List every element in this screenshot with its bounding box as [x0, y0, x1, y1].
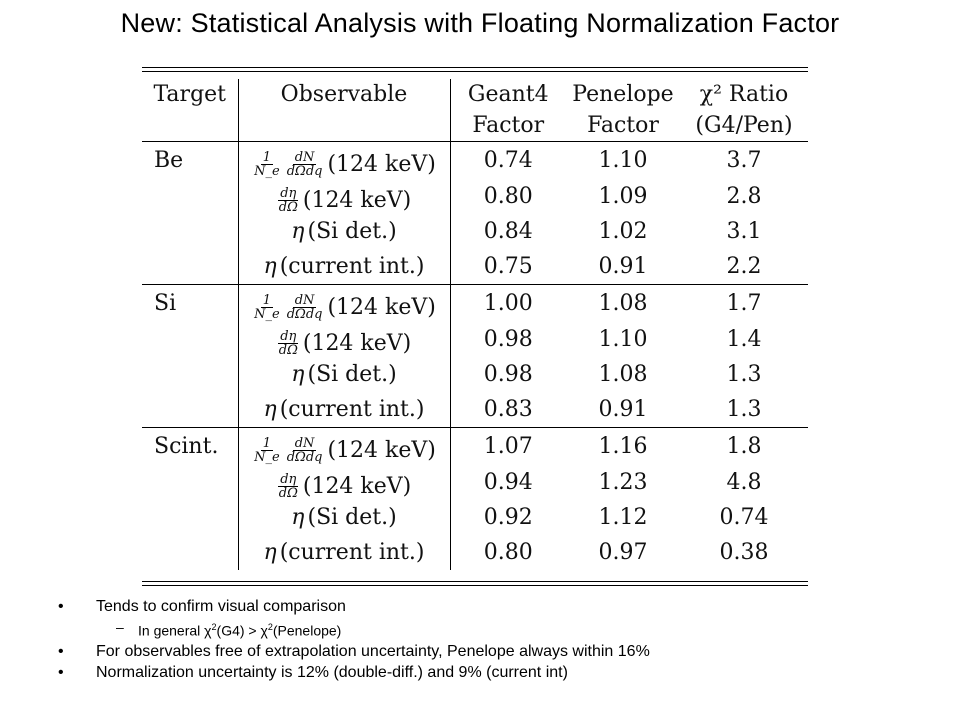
chi2-ratio-cell: 1.3 [726, 397, 762, 422]
chi2-ratio-cell: 1.4 [726, 326, 762, 352]
table-row: η (Si det.) 0.92 1.12 0.74 [142, 500, 808, 535]
penelope-factor-cell: 1.10 [598, 326, 648, 352]
table-row: η (current int.) 0.75 0.91 2.2 [142, 249, 808, 285]
observable-cell: η (Si det.) [238, 214, 451, 249]
header-penelope-factor: Factor [587, 113, 659, 138]
observable-cell: η (current int.) [238, 535, 451, 570]
bullet-1: • Tends to confirm visual comparison [58, 598, 346, 615]
penelope-factor-cell: 1.16 [566, 427, 680, 464]
observable-cell: η (current int.) [238, 249, 451, 285]
observable-cell: dη dΩ (124 keV) [238, 464, 451, 500]
observable-cell: η (Si det.) [238, 500, 451, 535]
penelope-factor-cell: 1.12 [598, 505, 648, 530]
chi2-ratio-cell: 4.8 [726, 469, 762, 495]
observable-cell: dη dΩ (124 keV) [238, 178, 451, 214]
penelope-factor-cell: 1.08 [566, 284, 680, 321]
geant4-factor-cell: 0.74 [450, 141, 566, 178]
bullet-2: • For observables free of extrapolation u… [58, 642, 650, 660]
table-row: η (Si det.) 0.84 1.02 3.1 [142, 214, 808, 249]
header-target: Target [142, 79, 239, 110]
chi2-ratio-cell: 2.2 [726, 254, 762, 279]
penelope-factor-cell: 0.91 [598, 397, 648, 422]
chi2-ratio-cell: 0.38 [719, 540, 769, 565]
observable-cell: 1 N_e dN dΩdq (124 keV) [238, 427, 451, 464]
table-row: Scint. 1 N_e dN dΩdq (124 keV) 1.07 1.16 1.8 [142, 427, 808, 570]
bottom-rule-2 [142, 585, 808, 586]
header-observable: Observable [238, 79, 451, 110]
table-row: dη dΩ (124 keV) 0.80 1.09 2.8 [142, 178, 808, 214]
observable-cell: dη dΩ (124 keV) [238, 321, 451, 357]
geant4-factor-cell: 0.83 [483, 397, 533, 422]
top-rule-2 [142, 71, 808, 72]
geant4-factor-cell: 0.75 [483, 254, 533, 279]
bullet-3: • Normalization uncertainty is 12% (doubl… [58, 663, 568, 681]
header-penelope: Penelope [572, 82, 674, 107]
observable-cell: η (current int.) [238, 392, 451, 428]
penelope-factor-cell: 1.08 [598, 362, 648, 387]
penelope-factor-cell: 1.02 [598, 219, 648, 244]
geant4-factor-cell: 0.80 [483, 540, 533, 565]
geant4-factor-cell: 0.84 [483, 219, 533, 244]
observable-cell: 1 N_e dN dΩdq (124 keV) [238, 141, 451, 178]
chi2-ratio-cell: 1.7 [680, 284, 808, 321]
observable-cell: 1 N_e dN dΩdq (124 keV) [238, 284, 451, 321]
chi2-ratio-cell: 1.3 [726, 362, 762, 387]
table-row: η (current int.) 0.80 0.97 0.38 [142, 535, 808, 570]
header-ratio: χ² Ratio [699, 82, 789, 107]
penelope-factor-cell: 1.09 [598, 183, 648, 209]
header-geant4-factor: Factor [472, 113, 545, 138]
geant4-factor-cell: 0.94 [483, 469, 533, 495]
sub-bullet-1: – In general χ2(G4) > χ2(Penelope) [116, 619, 342, 639]
penelope-factor-cell: 1.23 [598, 469, 648, 495]
geant4-factor-cell: 1.00 [450, 284, 566, 321]
chi2-ratio-cell: 0.74 [719, 505, 769, 530]
table-row: dη dΩ (124 keV) 0.94 1.23 4.8 [142, 464, 808, 500]
bullet-list: • Tends to confirm visual comparison – In … [58, 596, 938, 683]
geant4-factor-cell: 0.80 [483, 183, 533, 209]
header-ratio-units: (G4/Pen) [695, 113, 793, 138]
penelope-factor-cell: 1.10 [566, 141, 680, 178]
chi2-ratio-cell: 3.7 [680, 141, 808, 178]
top-rule-1 [142, 67, 808, 68]
penelope-factor-cell: 0.97 [598, 540, 648, 565]
results-table: Target Observable Geant4 Penelope χ² Rat… [142, 79, 808, 570]
table-row: Be 1 N_e dN dΩdq (124 keV) 0.74 1.10 3.7 [142, 141, 808, 285]
table-row: dη dΩ (124 keV) 0.98 1.10 1.4 [142, 321, 808, 357]
slide-title: New: Statistical Analysis with Floating … [120, 8, 840, 38]
geant4-factor-cell: 0.98 [483, 326, 533, 352]
bottom-rule-1 [142, 581, 808, 582]
geant4-factor-cell: 0.98 [483, 362, 533, 387]
target-cell: Be [142, 141, 239, 285]
chi2-ratio-cell: 1.8 [680, 427, 808, 464]
geant4-factor-cell: 0.92 [483, 505, 533, 530]
target-cell: Si [142, 284, 239, 428]
table-row: η (current int.) 0.83 0.91 1.3 [142, 392, 808, 428]
header-geant4: Geant4 [467, 82, 549, 107]
table-row: Si 1 N_e dN dΩdq (124 keV) 1.00 1.08 1.7 [142, 284, 808, 428]
penelope-factor-cell: 0.91 [598, 254, 648, 279]
table-row: η (Si det.) 0.98 1.08 1.3 [142, 357, 808, 392]
target-cell: Scint. [142, 427, 239, 570]
geant4-factor-cell: 1.07 [450, 427, 566, 464]
chi2-ratio-cell: 3.1 [726, 219, 762, 244]
chi2-ratio-cell: 2.8 [726, 183, 762, 209]
observable-cell: η (Si det.) [238, 357, 451, 392]
